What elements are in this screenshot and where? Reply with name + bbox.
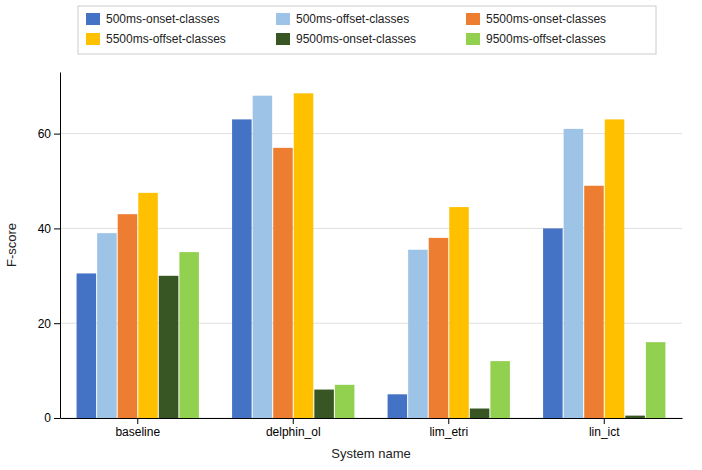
bar: [159, 276, 179, 418]
axis-line: [61, 418, 683, 419]
plot: baseline delphin_ol lim_etri lin_ict 0 20 40 60: [38, 73, 683, 439]
legend-swatch: [276, 33, 290, 45]
x-axis: baseline delphin_ol lim_etri lin_ict: [61, 418, 683, 439]
tick-mark: [54, 228, 60, 229]
tick-label: baseline: [115, 425, 160, 439]
tick-label: lin_ict: [589, 425, 620, 439]
legend: 500ms-onset-classes 500ms-offset-classes 5…: [78, 6, 656, 54]
bar: [646, 342, 666, 418]
bar: [388, 394, 408, 418]
tick: 0: [44, 411, 60, 425]
bar: [605, 119, 625, 418]
legend-label: 9500ms-onset-classes: [296, 32, 416, 46]
bar: [584, 186, 604, 418]
bar: [470, 409, 490, 418]
bar-series: [97, 96, 583, 418]
bar: [118, 214, 138, 418]
y-axis: 0 20 40 60: [38, 73, 61, 426]
legend-label: 5500ms-onset-classes: [486, 12, 606, 26]
bar: [294, 93, 314, 418]
bar: [335, 385, 355, 418]
legend-item: 5500ms-onset-classes: [466, 12, 606, 26]
bar: [138, 193, 158, 418]
tick-mark: [137, 418, 138, 424]
bar: [253, 96, 273, 418]
legend-item: 500ms-offset-classes: [276, 12, 409, 26]
tick: 40: [38, 222, 60, 236]
bar: [490, 361, 510, 418]
bar-series: [77, 119, 563, 418]
bar: [232, 119, 252, 418]
tick-label: 0: [44, 411, 51, 425]
bar: [179, 252, 199, 418]
legend-item: 9500ms-onset-classes: [276, 32, 416, 46]
tick-mark: [293, 418, 294, 424]
tick-mark: [604, 418, 605, 424]
axis-line: [60, 73, 61, 419]
legend-swatch: [86, 33, 100, 45]
bar-series: [159, 276, 645, 418]
grid: [60, 134, 682, 418]
legend-item: 5500ms-offset-classes: [86, 32, 226, 46]
tick-label: 40: [38, 222, 52, 236]
legend-swatch: [86, 13, 100, 25]
bar: [314, 390, 334, 418]
tick: lin_ict: [589, 418, 620, 439]
bar: [273, 148, 293, 418]
bar: [77, 273, 97, 418]
tick: 20: [38, 317, 60, 331]
bar-series: [118, 148, 604, 418]
tick: delphin_ol: [266, 418, 321, 439]
tick-label: lim_etri: [429, 425, 468, 439]
legend-swatch: [466, 33, 480, 45]
bar: [408, 250, 428, 418]
bar-series: [179, 252, 665, 418]
bar-series: [138, 93, 624, 418]
legend-label: 500ms-onset-classes: [106, 12, 219, 26]
tick-mark: [54, 134, 60, 135]
chart: baseline delphin_ol lim_etri lin_ict 0 20 40 60…: [0, 0, 702, 470]
bar: [449, 207, 469, 418]
legend-swatch: [466, 13, 480, 25]
bars: [77, 93, 666, 418]
y-axis-title: F-score: [4, 223, 19, 267]
legend-frame: [78, 6, 656, 54]
tick-mark: [54, 418, 60, 419]
tick-label: 20: [38, 317, 52, 331]
tick-mark: [448, 418, 449, 424]
tick-label: 60: [38, 127, 52, 141]
bar: [429, 238, 449, 418]
tick: 60: [38, 127, 60, 141]
bar: [564, 129, 584, 418]
bar: [625, 416, 645, 418]
bar: [543, 228, 563, 418]
bar: [97, 233, 117, 418]
tick-mark: [54, 323, 60, 324]
tick: lim_etri: [429, 418, 468, 439]
legend-swatch: [276, 13, 290, 25]
legend-item: 500ms-onset-classes: [86, 12, 219, 26]
grid-line: [60, 133, 682, 134]
legend-label: 500ms-offset-classes: [296, 12, 409, 26]
legend-item: 9500ms-offset-classes: [466, 32, 606, 46]
tick-label: delphin_ol: [266, 425, 321, 439]
legend-label: 5500ms-offset-classes: [106, 32, 226, 46]
legend-label: 9500ms-offset-classes: [486, 32, 606, 46]
tick: baseline: [115, 418, 160, 439]
x-axis-title: System name: [331, 446, 410, 461]
